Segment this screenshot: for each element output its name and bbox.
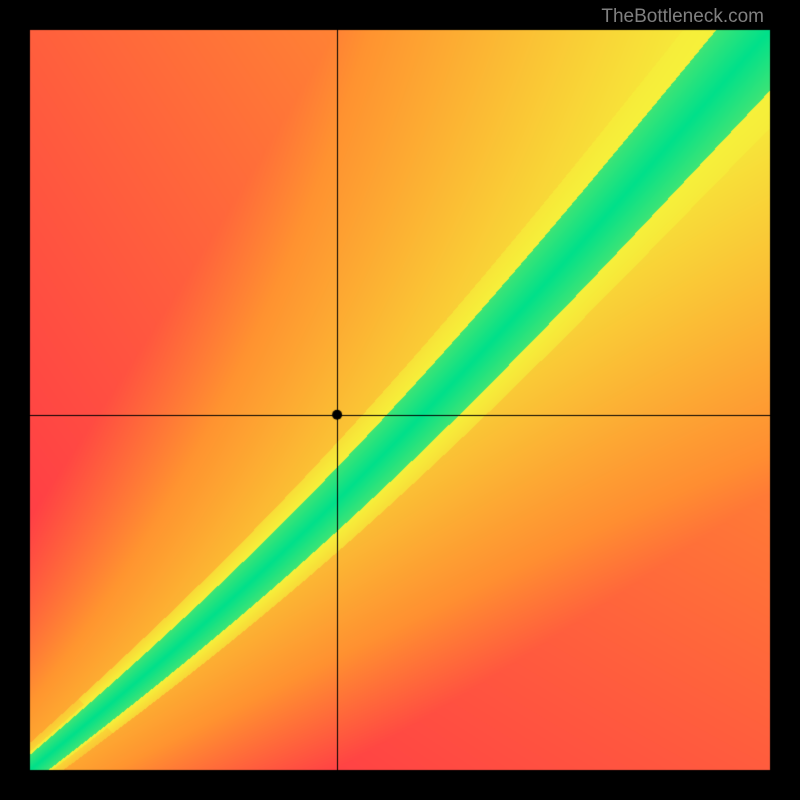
chart-container: TheBottleneck.com — [0, 0, 800, 800]
heatmap-canvas — [0, 0, 800, 800]
watermark-text: TheBottleneck.com — [601, 6, 764, 28]
